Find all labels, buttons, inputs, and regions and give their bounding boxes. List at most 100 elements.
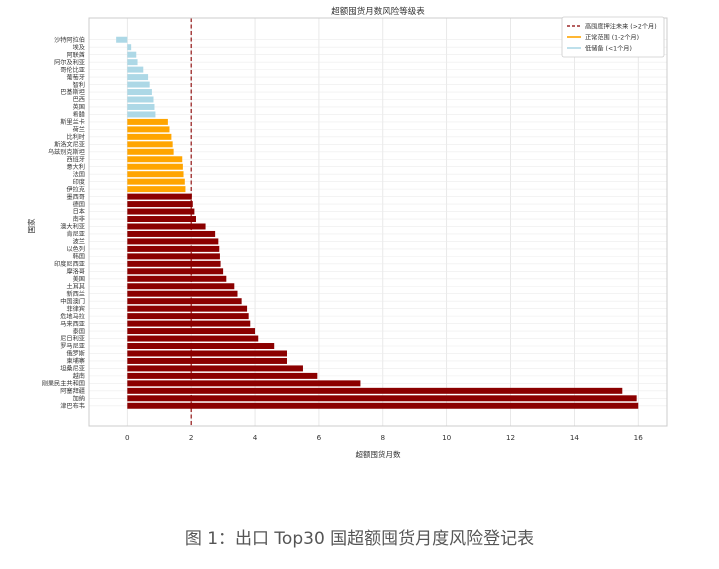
bar <box>127 260 221 267</box>
y-tick-label: 比利时 <box>66 133 85 141</box>
legend: 高囤度押注未来 (>2个月) 正常范围 (1-2个月) 低储备 (<1个月) <box>561 16 665 58</box>
y-axis-label: 国家 <box>26 218 36 233</box>
bar <box>127 118 168 125</box>
y-tick-label: 斯洛文尼亚 <box>54 141 85 149</box>
y-tick-label: 墨西哥 <box>66 194 85 201</box>
bar <box>127 171 184 178</box>
legend-label-high: 高囤度押注未来 (>2个月) <box>585 23 657 31</box>
bar <box>127 59 138 66</box>
bar <box>127 111 156 118</box>
bar <box>127 305 248 312</box>
chart-title: 超额囤货月数风险等级表 <box>331 6 425 17</box>
x-tick-label: 10 <box>442 433 452 442</box>
bar <box>127 298 242 305</box>
y-tick-label: 坦桑尼亚 <box>60 365 85 373</box>
bar <box>127 275 227 282</box>
y-tick-label: 罗马尼亚 <box>60 342 85 350</box>
y-tick-label: 菲律宾 <box>66 305 85 313</box>
bar <box>116 36 128 43</box>
y-tick-label: 哥伦比亚 <box>60 66 85 74</box>
y-tick-label: 肯尼亚 <box>66 230 85 238</box>
bar <box>127 365 303 372</box>
y-tick-label: 印度 <box>73 178 85 186</box>
y-tick-label: 新西兰 <box>66 290 85 298</box>
y-tick-label: 巴西 <box>73 97 85 104</box>
y-tick-label: 以色列 <box>66 245 85 253</box>
y-tick-label: 越南 <box>73 372 85 380</box>
bar <box>127 156 183 163</box>
x-tick-label: 16 <box>634 433 644 442</box>
y-tick-label: 波兰 <box>73 238 85 246</box>
bar <box>127 343 275 349</box>
plot-frame <box>88 17 668 427</box>
legend-label-low: 低储备 (<1个月) <box>585 45 632 53</box>
bar <box>127 245 220 252</box>
bar <box>127 230 216 237</box>
y-tick-label: 法国 <box>73 170 85 178</box>
y-tick-label: 德国 <box>73 200 85 208</box>
bar <box>127 201 193 208</box>
legend-box <box>561 16 665 58</box>
bar <box>127 44 132 51</box>
y-tick-label: 阿塞拜疆 <box>60 387 85 395</box>
bar <box>127 290 238 297</box>
y-tick-label: 沙特阿拉伯 <box>54 36 85 44</box>
y-tick-label: 西班牙 <box>66 155 85 163</box>
bar <box>127 178 185 185</box>
grid-lines <box>89 18 667 426</box>
y-tick-label: 土耳其 <box>66 282 85 290</box>
y-tick-label: 日本 <box>73 208 85 216</box>
bar <box>127 141 173 148</box>
legend-label-normal: 正常范围 (1-2个月) <box>585 34 639 42</box>
y-tick-label: 斯里兰卡 <box>60 118 85 126</box>
x-tick-label: 8 <box>381 433 386 442</box>
bar <box>127 402 639 409</box>
bar <box>127 103 155 110</box>
y-tick-label: 阿联酋 <box>66 51 85 59</box>
bar <box>127 96 154 103</box>
bar <box>127 350 287 357</box>
y-tick-label: 巴基斯坦 <box>60 88 85 96</box>
y-tick-label: 澳大利亚 <box>60 223 85 231</box>
bar <box>127 320 251 327</box>
bar <box>127 313 249 320</box>
x-tick-label: 0 <box>125 433 130 442</box>
y-tick-label: 荷兰 <box>73 126 85 134</box>
y-tick-label: 柬埔寨 <box>66 357 85 365</box>
y-tick-label: 俄罗斯 <box>66 350 85 358</box>
y-tick-label: 葡萄牙 <box>66 73 85 81</box>
y-tick-label: 韩国 <box>73 253 85 261</box>
bar <box>127 133 172 140</box>
y-tick-label: 南非 <box>73 215 85 223</box>
y-tick-label: 伊拉克 <box>66 185 85 193</box>
bar <box>127 253 220 260</box>
x-tick-label: 4 <box>253 433 258 442</box>
y-tick-label: 津巴布韦 <box>60 402 85 410</box>
bars <box>116 36 639 409</box>
y-tick-label: 乌兹别克斯坦 <box>48 148 85 156</box>
bar <box>127 372 318 379</box>
bar <box>127 283 235 290</box>
y-tick-label: 印度尼西亚 <box>54 260 85 268</box>
y-tick-label: 意大利 <box>66 163 85 171</box>
bar <box>127 193 192 200</box>
bar <box>127 395 637 402</box>
bar <box>127 223 206 230</box>
bar <box>127 148 174 155</box>
y-tick-label: 智利 <box>73 81 85 89</box>
y-tick-label: 马来西亚 <box>60 320 85 328</box>
bar <box>127 66 144 73</box>
bar <box>127 208 195 215</box>
bar <box>127 163 183 170</box>
bar <box>127 387 623 394</box>
bar <box>127 74 149 81</box>
x-tick-labels: 0 2 4 6 8 10 12 14 16 <box>125 433 643 442</box>
x-tick-label: 2 <box>189 433 194 442</box>
y-tick-label: 危地马拉 <box>60 312 85 320</box>
bar <box>127 335 259 342</box>
y-tick-label: 刚果民主共和国 <box>42 380 85 388</box>
x-tick-label: 12 <box>506 433 515 442</box>
y-tick-label: 埃及 <box>73 43 85 51</box>
x-tick-label: 14 <box>570 433 580 442</box>
